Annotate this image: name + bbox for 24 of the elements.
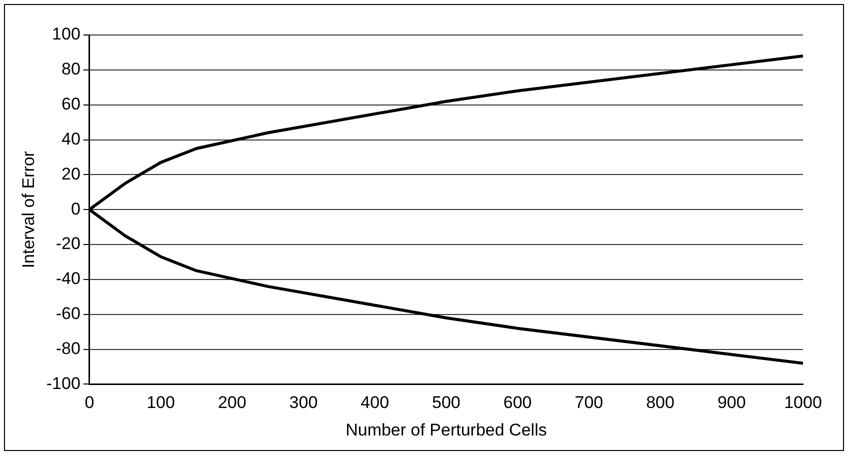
x-tick-label: 400 [360, 393, 390, 412]
y-axis-title: Interval of Error [18, 150, 38, 268]
y-tick-label: -20 [56, 234, 80, 254]
y-tick-label: 20 [62, 164, 80, 184]
x-tick-label: 800 [646, 393, 674, 412]
y-tick-label: 0 [70, 199, 80, 218]
y-tick-label: -80 [56, 338, 80, 358]
y-tick-label: 60 [62, 94, 80, 114]
x-axis-title: Number of Perturbed Cells [346, 420, 547, 440]
x-tick-label: 900 [717, 393, 746, 412]
x-tick-label: 300 [289, 393, 318, 412]
x-tick-label: 1000 [784, 393, 822, 412]
y-tick-label: -100 [46, 374, 80, 393]
x-tick-label: 100 [146, 393, 175, 412]
y-tick-label: -60 [56, 304, 80, 324]
x-tick-label: 700 [574, 393, 604, 412]
x-tick-label: 200 [218, 393, 246, 412]
x-tick-label: 500 [432, 393, 460, 412]
x-tick-label: 0 [84, 393, 94, 412]
x-tick-label: 600 [503, 393, 532, 412]
y-tick-label: 100 [52, 24, 80, 44]
y-tick-label: 80 [62, 60, 80, 79]
y-tick-label: 40 [62, 129, 80, 148]
y-tick-label: -40 [56, 269, 80, 288]
